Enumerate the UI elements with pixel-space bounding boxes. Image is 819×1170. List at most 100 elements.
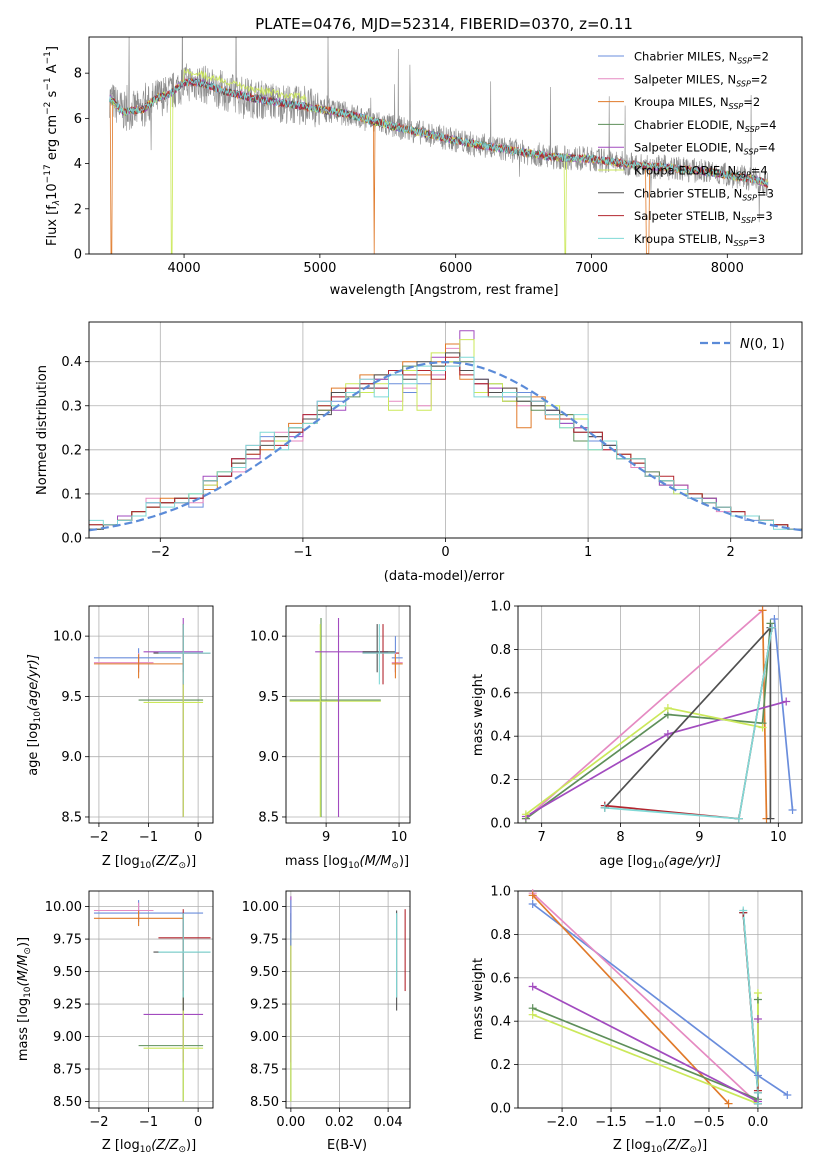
plot-area <box>93 618 211 817</box>
histogram-kroupa_stelib <box>89 356 802 538</box>
weight-marker-kroupa_elodie <box>758 723 767 732</box>
spectrum-panel: PLATE=0476, MJD=52314, FIBERID=0370, z=0… <box>43 15 803 298</box>
residuals-ylabel: Normed distribution <box>35 365 50 495</box>
residuals-xlabel: (data-model)/error <box>384 569 505 584</box>
y-tick-label: 6 <box>74 112 82 127</box>
figure-title: PLATE=0476, MJD=52314, FIBERID=0370, z=0… <box>255 15 633 33</box>
x-tick-label: −2 <box>89 830 108 845</box>
y-tick-label: 9.5 <box>258 690 279 705</box>
y-tick-label: 10.00 <box>45 900 82 915</box>
legend-label: Salpeter MILES, NSSP=2 <box>634 72 768 88</box>
x-tick-label: 8 <box>616 830 624 845</box>
weight-line-kroupa_elodie <box>532 993 759 1105</box>
y-tick-label: 0.1 <box>61 487 82 502</box>
x-tick-label: 8000 <box>711 261 744 276</box>
weight-marker-chabrier_miles <box>788 805 797 814</box>
y-tick-label: 0.4 <box>490 730 511 745</box>
y-tick-label: 8.50 <box>53 1095 82 1110</box>
weight-marker-kroupa_elodie <box>528 1010 537 1019</box>
x-tick-label: −1 <box>293 545 312 560</box>
y-tick-label: 0.8 <box>490 928 511 943</box>
x-tick-label: 9 <box>322 830 330 845</box>
y-tick-label: 9.50 <box>53 965 82 980</box>
x-tick-label: −2 <box>89 1115 108 1130</box>
y-tick-label: 9.5 <box>61 690 82 705</box>
model-spectrum-kroupa_stelib <box>109 77 769 186</box>
age-vs-Z-ylabel: age [log10(age/yr)] <box>26 654 43 776</box>
age-vs-mass-panel: mass [log10(M/M⊙)] 9 10 8.5 9.0 9.5 10.0 <box>250 605 411 871</box>
legend-label: N(0, 1) <box>740 337 785 352</box>
weight-marker-chabrier_stelib <box>766 814 775 823</box>
weight-line-salpeter_elodie <box>532 985 759 1103</box>
y-tick-label: 8 <box>74 67 82 82</box>
y-tick-label: 1.0 <box>490 885 511 900</box>
weight-vs-age-panel: age [log10(age/yr)] mass weight 7 8 9 10 0.0… <box>471 600 803 871</box>
legend-label: Kroupa ELODIE, NSSP=4 <box>634 164 768 180</box>
y-tick-label: 10.0 <box>53 630 82 645</box>
y-tick-label: 0.0 <box>490 1102 511 1117</box>
x-tick-label: −1.5 <box>595 1115 627 1130</box>
mass-vs-extinction-panel: E(B-V) 0.00 0.02 0.04 8.50 8.75 9.00 9.25 9.50 9… <box>242 890 411 1153</box>
axes-frame <box>517 605 803 824</box>
y-tick-label: 9.75 <box>250 933 279 948</box>
x-tick-label: 0.0 <box>748 1115 769 1130</box>
y-tick-label: 0.6 <box>490 971 511 986</box>
x-tick-label: 0.02 <box>325 1115 354 1130</box>
weight-marker-kroupa_stelib <box>600 803 609 812</box>
weight-marker-salpeter_elodie <box>663 730 672 739</box>
weight-marker-kroupa_miles <box>758 606 767 615</box>
y-tick-label: 0.6 <box>490 686 511 701</box>
y-tick-label: 0.0 <box>61 532 82 547</box>
weight-marker-kroupa_elodie <box>521 810 530 819</box>
legend-label: Kroupa STELIB, NSSP=3 <box>634 232 765 248</box>
y-tick-label: 9.25 <box>250 998 279 1013</box>
y-tick-label: 0 <box>74 248 82 263</box>
y-tick-label: 0.4 <box>490 1015 511 1030</box>
x-tick-label: 7000 <box>575 261 608 276</box>
axes-frame <box>88 36 803 255</box>
y-tick-label: 9.0 <box>258 750 279 765</box>
y-tick-label: 0.2 <box>490 1058 511 1073</box>
age-vs-mass-xlabel: mass [log10(M/M⊙)] <box>285 854 409 871</box>
x-tick-label: 5000 <box>303 261 336 276</box>
axes-frame <box>285 605 411 824</box>
x-tick-label: 2 <box>727 545 735 560</box>
residuals-panel: (data-model)/error Normed distribution −… <box>35 321 803 584</box>
weight-marker-salpeter_elodie <box>528 982 537 991</box>
legend-label: Chabrier STELIB, NSSP=3 <box>634 186 774 202</box>
weight-vs-Z-xlabel: Z [log10(Z/Z⊙)] <box>613 1138 707 1155</box>
weight-line-salpeter_stelib <box>604 627 773 820</box>
y-tick-label: 8.5 <box>61 810 82 825</box>
weight-line-kroupa_stelib <box>604 627 773 820</box>
x-tick-label: 4000 <box>168 261 201 276</box>
mass-vs-EBV-xlabel: E(B-V) <box>327 1138 367 1153</box>
axes-frame <box>88 605 214 824</box>
y-tick-label: 0.3 <box>61 399 82 414</box>
mass-vs-Z-ylabel: mass [log10(M/M⊙)] <box>16 937 33 1061</box>
weight-marker-kroupa_stelib <box>739 906 748 915</box>
weight-marker-kroupa_miles <box>724 1099 733 1108</box>
plot-area <box>289 618 403 817</box>
y-tick-label: 0.2 <box>490 773 511 788</box>
legend-label: Chabrier MILES, NSSP=2 <box>634 50 769 66</box>
weight-line-salpeter_miles <box>532 892 759 1105</box>
y-tick-label: 10.0 <box>250 630 279 645</box>
weight-marker-kroupa_stelib <box>753 1088 762 1097</box>
x-tick-label: 0 <box>194 830 202 845</box>
x-tick-label: 10 <box>770 830 787 845</box>
weight-marker-chabrier_miles <box>753 1071 762 1080</box>
weight-line-salpeter_elodie <box>525 700 787 818</box>
legend-label: Kroupa MILES, NSSP=2 <box>634 95 760 111</box>
plot-area <box>525 609 794 820</box>
weight-line-kroupa_miles <box>761 610 768 819</box>
mass-vs-Z-xlabel: Z [log10(Z/Z⊙)] <box>102 1138 196 1155</box>
weight-vs-Z-ylabel: mass weight <box>471 958 486 1040</box>
y-tick-label: 2 <box>74 202 82 217</box>
weight-marker-salpeter_elodie <box>782 697 791 706</box>
weight-marker-kroupa_stelib <box>753 1099 762 1108</box>
x-tick-label: 7 <box>538 830 546 845</box>
weight-marker-chabrier_miles <box>783 1090 792 1099</box>
y-tick-label: 9.25 <box>53 998 82 1013</box>
age-vs-metallicity-panel: Z [log10(Z/Z⊙)] age [log10(age/yr)] −2 −1… <box>26 605 214 871</box>
legend-label: Chabrier ELODIE, NSSP=4 <box>634 118 776 134</box>
